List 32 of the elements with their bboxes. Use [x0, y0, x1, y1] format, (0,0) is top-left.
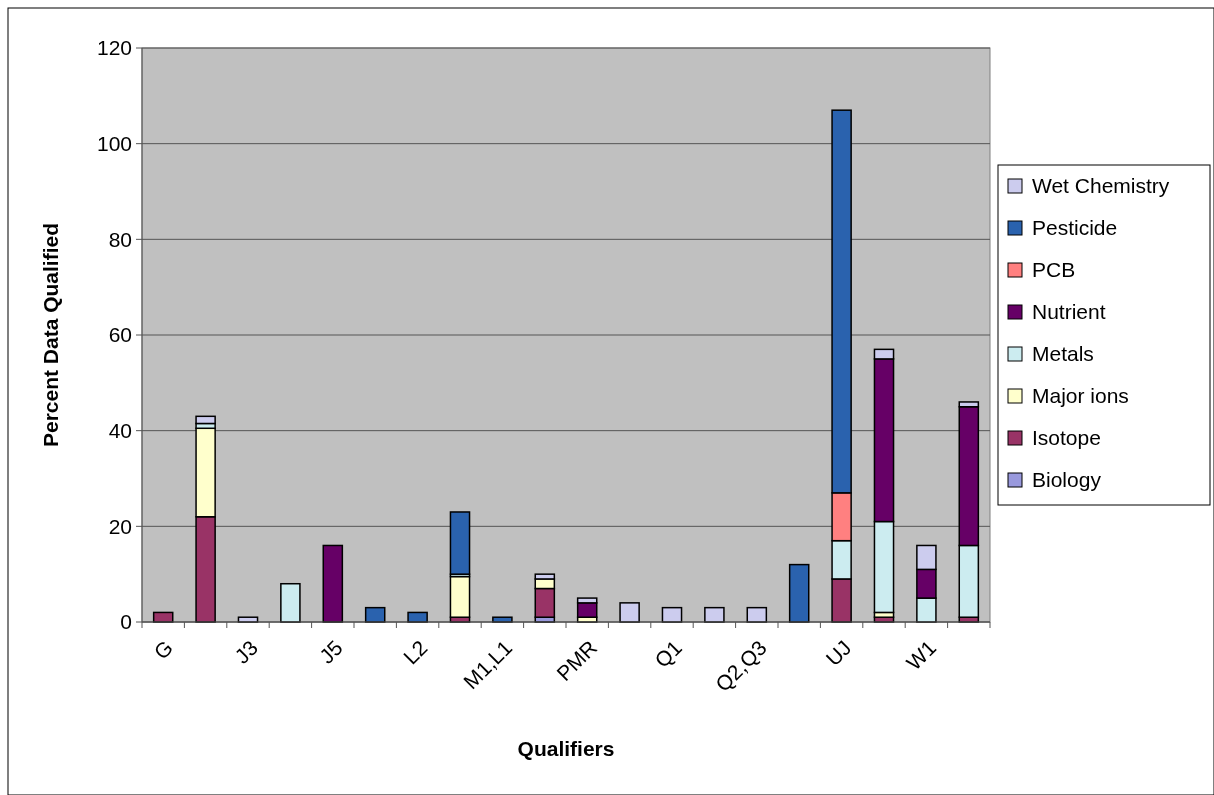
y-tick-label: 40: [108, 419, 132, 443]
bar: [280, 582, 301, 623]
bar: [449, 511, 471, 575]
legend-label: Metals: [1032, 342, 1094, 366]
bar: [322, 544, 344, 623]
y-tick-label: 120: [96, 36, 132, 60]
y-tick-label: 100: [96, 132, 132, 156]
bar: [449, 575, 471, 618]
bar: [788, 563, 810, 623]
x-tick-label: UJ: [821, 635, 856, 671]
bar: [195, 415, 216, 425]
x-tick-label: L2: [398, 635, 432, 669]
legend-label: PCB: [1032, 258, 1076, 282]
x-tick-label: G: [149, 635, 178, 664]
legend-label: Major ions: [1032, 384, 1129, 408]
x-tick-label: J5: [314, 635, 347, 668]
legend-label: Nutrient: [1032, 300, 1106, 324]
x-tick-label: W1: [901, 635, 941, 675]
y-axis-title: Percent Data Qualified: [39, 222, 62, 448]
y-tick-label: 80: [108, 227, 132, 251]
legend-label: Biology: [1032, 468, 1102, 492]
legend-label: Wet Chemistry: [1032, 174, 1170, 198]
y-tick-label: 60: [108, 323, 132, 347]
legend-label: Pesticide: [1032, 216, 1118, 240]
x-axis-title: Qualifiers: [517, 737, 615, 760]
y-tick-label: 0: [120, 610, 132, 634]
bar: [619, 602, 640, 623]
bar: [704, 606, 725, 623]
y-tick-label: 20: [108, 514, 132, 538]
x-tick-label: Q1: [649, 635, 687, 672]
x-tick-label: J3: [230, 635, 263, 668]
legend-label: Isotope: [1032, 426, 1101, 450]
